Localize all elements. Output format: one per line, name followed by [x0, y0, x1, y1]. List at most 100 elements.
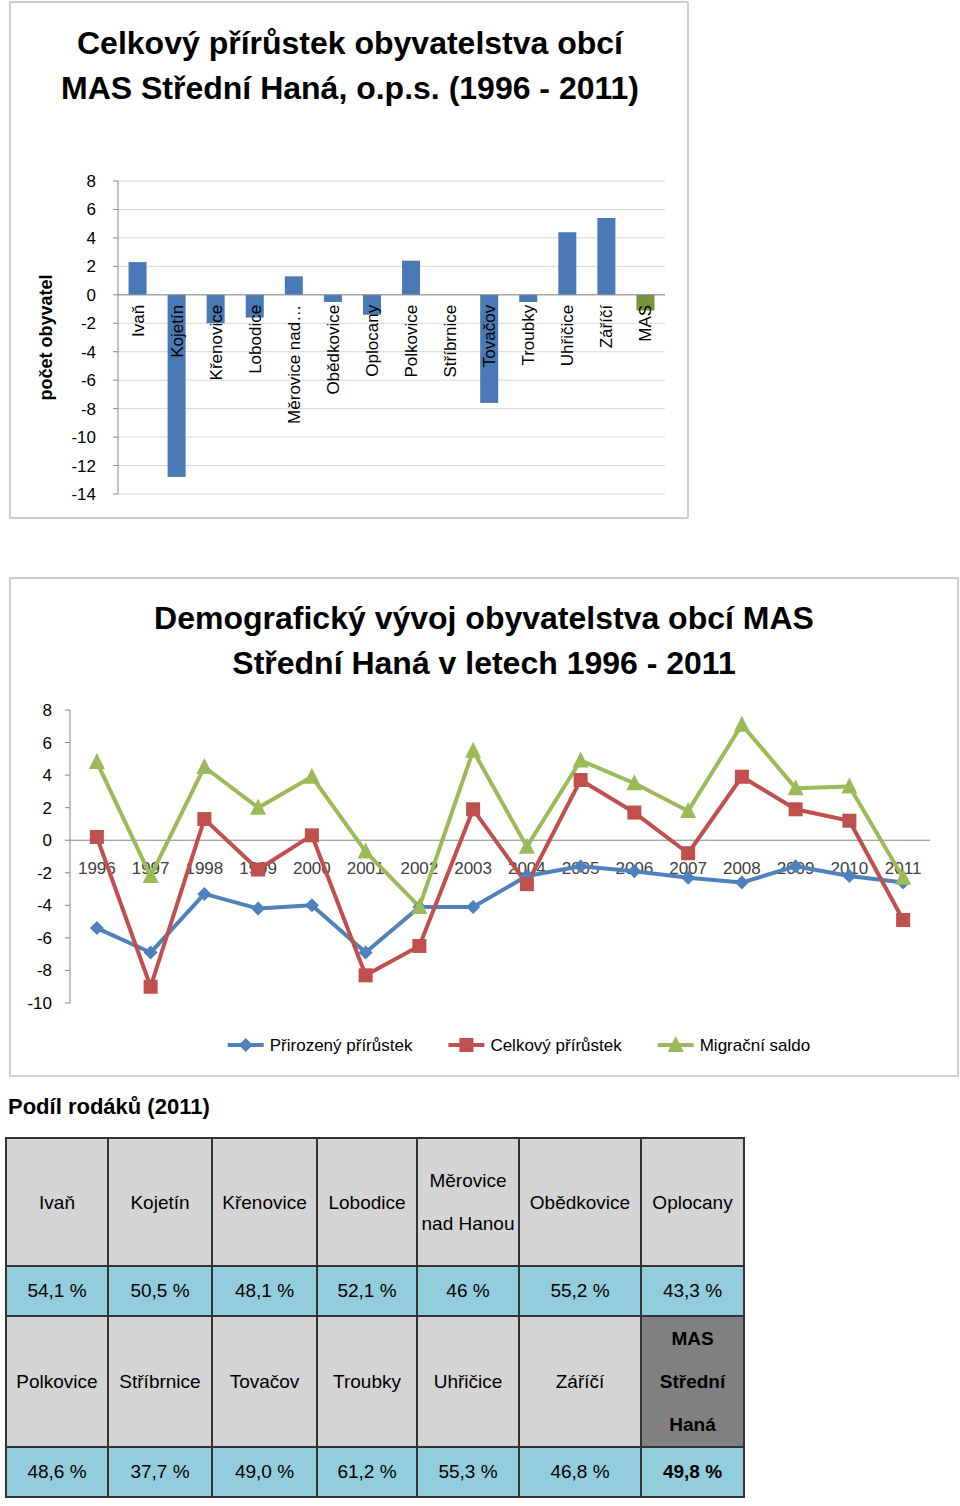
category-label: Ivaň — [129, 305, 148, 337]
point — [196, 758, 212, 774]
tick-label: 4 — [87, 229, 96, 248]
bar — [402, 261, 420, 295]
header-cell: MAS Střední Haná — [641, 1316, 744, 1447]
grid-line — [118, 408, 665, 409]
point — [681, 846, 695, 860]
tick-mark — [113, 408, 118, 409]
header-cell: Stříbrnice — [108, 1316, 212, 1447]
point — [681, 871, 695, 885]
value-cell: 52,1 % — [317, 1266, 417, 1316]
legend-label: Celkový přírůstek — [490, 1036, 622, 1055]
grid-line — [118, 494, 665, 495]
legend-label: Přirozený přírůstek — [270, 1036, 413, 1055]
legend-marker — [668, 1036, 684, 1052]
point — [627, 864, 641, 878]
point — [90, 830, 104, 844]
point — [574, 773, 588, 787]
tick-label: 2 — [87, 257, 96, 276]
table-body: IvaňKojetínKřenoviceLobodiceMěrovice nad… — [6, 1138, 744, 1497]
point — [466, 802, 480, 816]
tick-label: -14 — [71, 485, 96, 504]
point — [626, 774, 642, 790]
y-axis — [70, 710, 71, 1003]
point — [251, 863, 265, 877]
point — [788, 779, 804, 795]
tick-mark — [113, 209, 118, 210]
bar — [519, 295, 537, 302]
axis-title: počet obyvatel — [36, 274, 56, 400]
bar — [597, 218, 615, 295]
point — [519, 838, 535, 854]
category-label: MAS — [636, 305, 655, 342]
chart-frame — [10, 2, 688, 518]
category-label: Lobodice — [246, 305, 265, 374]
grid-line — [118, 351, 665, 352]
header-cell: Měrovice nad Hanou — [417, 1138, 519, 1266]
header-row: IvaňKojetínKřenoviceLobodiceMěrovice nad… — [6, 1138, 744, 1266]
point — [89, 753, 105, 769]
header-cell: Kojetín — [108, 1138, 212, 1266]
category-label: Uhřičice — [558, 305, 577, 366]
point — [250, 799, 266, 815]
point — [842, 814, 856, 828]
header-cell: Uhřičice — [417, 1316, 519, 1447]
point — [680, 802, 696, 818]
bar — [129, 262, 147, 295]
category-label: 2008 — [723, 859, 761, 878]
grid-line — [118, 323, 665, 324]
tick-label: 8 — [43, 701, 52, 720]
point — [895, 869, 911, 885]
legend-marker — [459, 1038, 473, 1052]
tick-label: 8 — [87, 172, 96, 191]
bar — [558, 232, 576, 295]
point — [304, 768, 320, 784]
category-label: Kojetín — [168, 305, 187, 358]
table-title: Podíl rodáků (2011) — [8, 1094, 210, 1120]
tick-mark — [65, 840, 70, 841]
point — [735, 876, 749, 890]
tick-mark — [113, 465, 118, 466]
point — [143, 867, 159, 883]
title-line: Demografický vývoj obyvatelstva obcí MAS — [154, 600, 814, 636]
title-line: MAS Střední Haná, o.p.s. (1996 - 2011) — [61, 70, 639, 106]
category-label: Záříčí — [597, 305, 616, 349]
point — [573, 751, 589, 767]
tick-label: -2 — [37, 864, 52, 883]
value-row: 48,6 %37,7 %49,0 %61,2 %55,3 %46,8 %49,8… — [6, 1447, 744, 1497]
value-row: 54,1 %50,5 %48,1 %52,1 %46 %55,2 %43,3 % — [6, 1266, 744, 1316]
category-label: Polkovice — [402, 305, 421, 378]
tick-mark — [65, 775, 70, 776]
tick-label: -8 — [81, 400, 96, 419]
value-cell: 49,8 % — [641, 1447, 744, 1497]
bars — [129, 218, 655, 477]
point — [627, 806, 641, 820]
point — [144, 980, 158, 994]
grid-line — [118, 237, 665, 238]
value-cell: 49,0 % — [212, 1447, 317, 1497]
value-cell: 54,1 % — [6, 1266, 108, 1316]
tick-mark — [65, 937, 70, 938]
category-label: Obědkovice — [324, 305, 343, 395]
point — [842, 869, 856, 883]
table: IvaňKojetínKřenoviceLobodiceMěrovice nad… — [5, 1137, 745, 1498]
point — [789, 802, 803, 816]
point — [251, 902, 265, 916]
tick-label: 0 — [87, 286, 96, 305]
category-label: Stříbrnice — [441, 305, 460, 378]
tick-mark — [65, 970, 70, 971]
series-line — [97, 725, 903, 907]
point — [197, 887, 211, 901]
tick-label: 6 — [87, 200, 96, 219]
tick-mark — [113, 351, 118, 352]
header-cell: Křenovice — [212, 1138, 317, 1266]
lines — [97, 725, 903, 987]
point — [359, 968, 373, 982]
point — [574, 859, 588, 873]
point — [734, 716, 750, 732]
tick-mark — [65, 710, 70, 711]
header-cell: Obědkovice — [519, 1138, 641, 1266]
legend: Přirozený přírůstekCelkový přírůstekMigr… — [228, 1036, 811, 1055]
point — [841, 778, 857, 794]
tick-mark — [65, 1003, 70, 1004]
tick-label: 4 — [43, 766, 52, 785]
